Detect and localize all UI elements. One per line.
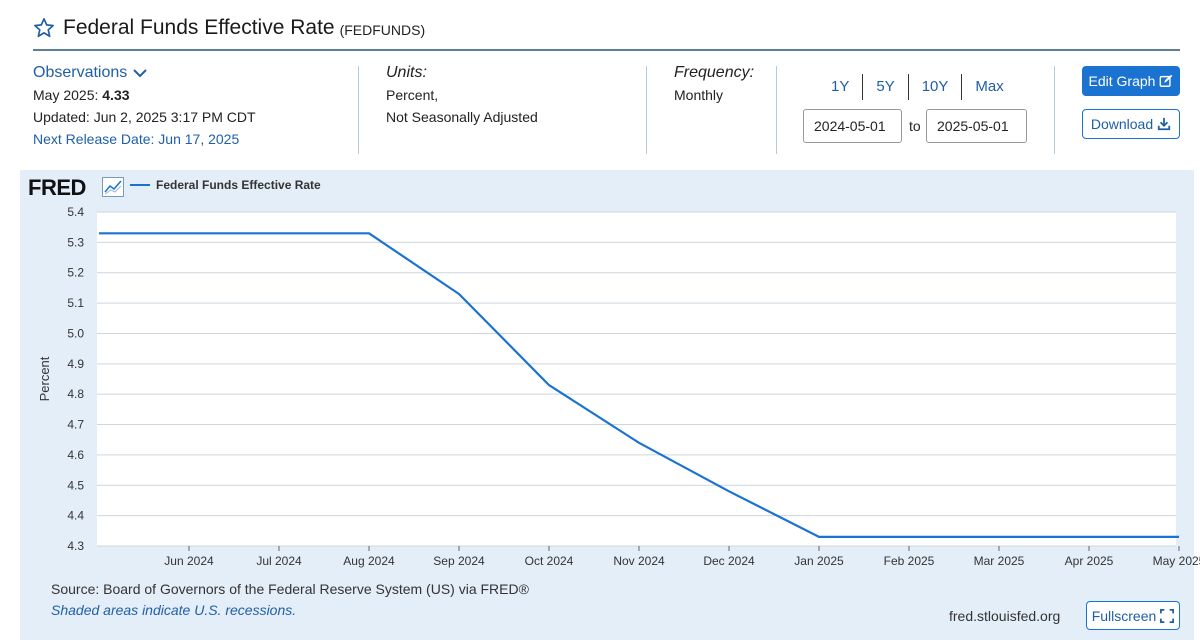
- title-divider: [33, 49, 1180, 51]
- divider: [776, 66, 777, 154]
- data-point[interactable]: [1083, 531, 1095, 543]
- to-label: to: [909, 118, 921, 134]
- edit-graph-label[interactable]: Edit Graph: [1088, 73, 1156, 89]
- x-tick-label: Aug 2024: [343, 554, 395, 568]
- y-tick-label: 4.5: [67, 478, 84, 492]
- legend-swatch: [130, 184, 150, 186]
- fullscreen-button[interactable]: Fullscreen: [1086, 601, 1180, 630]
- range-5y-button[interactable]: 5Y: [862, 74, 907, 100]
- end-date-input[interactable]: [926, 109, 1027, 143]
- observations-toggle[interactable]: Observations: [33, 62, 256, 84]
- next-release-link[interactable]: Next Release Date: Jun 17, 2025: [33, 131, 240, 147]
- observations-label[interactable]: Observations: [33, 64, 128, 81]
- legend-label: Federal Funds Effective Rate: [156, 178, 321, 192]
- download-icon[interactable]: [1157, 117, 1171, 131]
- updated-text: Updated: Jun 2, 2025 3:17 PM CDT: [33, 109, 256, 125]
- data-point[interactable]: [723, 485, 735, 497]
- x-tick-label: Apr 2025: [1065, 554, 1114, 568]
- data-point[interactable]: [813, 531, 825, 543]
- y-axis-label: Percent: [37, 356, 52, 401]
- x-tick-label: Jan 2025: [794, 554, 844, 568]
- data-point[interactable]: [633, 437, 645, 449]
- data-point[interactable]: [93, 227, 105, 239]
- page-title: Federal Funds Effective Rate: [63, 16, 335, 39]
- y-tick-label: 4.7: [67, 418, 84, 432]
- range-10y-button[interactable]: 10Y: [907, 74, 962, 100]
- x-tick-label: Oct 2024: [525, 554, 574, 568]
- range-max-button[interactable]: Max: [961, 74, 1016, 100]
- star-outline-icon[interactable]: [33, 17, 55, 39]
- y-tick-label: 4.6: [67, 448, 84, 462]
- y-tick-label: 5.3: [67, 235, 84, 249]
- frequency-value: Monthly: [674, 87, 724, 103]
- x-tick-label: Feb 2025: [884, 554, 935, 568]
- series-id: (FEDFUNDS): [339, 22, 426, 38]
- site-url: fred.stlouisfed.org: [949, 608, 1061, 624]
- range-1y-button[interactable]: 1Y: [831, 78, 850, 95]
- observations-panel: Observations May 2025: 4.33 Updated: Jun…: [33, 62, 256, 150]
- frequency-label: Frequency:: [674, 64, 755, 81]
- x-tick-label: Jun 2024: [164, 554, 214, 568]
- fullscreen-label[interactable]: Fullscreen: [1091, 607, 1157, 624]
- chart-line-icon: [102, 177, 124, 197]
- x-tick-label: Nov 2024: [613, 554, 665, 568]
- series-line[interactable]: [99, 232, 1179, 539]
- latest-observation: May 2025: 4.33: [33, 84, 256, 106]
- data-point[interactable]: [903, 531, 915, 543]
- data-point[interactable]: [453, 288, 465, 300]
- units-line2: Not Seasonally Adjusted: [386, 109, 538, 125]
- units-label: Units:: [386, 64, 427, 81]
- divider: [358, 66, 359, 154]
- plot-area: [97, 212, 1176, 546]
- y-tick-label: 4.3: [67, 539, 84, 553]
- units-panel: Units: Percent, Not Seasonally Adjusted: [386, 62, 538, 128]
- chevron-down-icon[interactable]: [133, 68, 147, 78]
- frequency-panel: Frequency: Monthly: [674, 62, 754, 106]
- x-tick-label: May 2025: [1153, 554, 1200, 568]
- y-tick-label: 5.2: [67, 266, 84, 280]
- fullscreen-icon[interactable]: [1160, 608, 1175, 623]
- divider: [646, 66, 647, 154]
- data-point[interactable]: [183, 227, 195, 239]
- divider: [1054, 66, 1055, 154]
- range-buttons: 1Y 5Y 10Y Max: [818, 74, 1017, 100]
- data-point[interactable]: [363, 227, 375, 239]
- chart-legend: Federal Funds Effective Rate: [130, 178, 321, 192]
- y-tick-label: 4.9: [67, 357, 84, 371]
- title-row: Federal Funds Effective Rate (FEDFUNDS): [33, 14, 425, 42]
- y-tick-label: 4.8: [67, 387, 84, 401]
- units-line1: Percent,: [386, 87, 439, 103]
- data-point[interactable]: [993, 531, 1005, 543]
- download-button[interactable]: Download: [1082, 109, 1180, 139]
- x-tick-label: Sep 2024: [433, 554, 485, 568]
- x-tick-label: Mar 2025: [974, 554, 1025, 568]
- download-label[interactable]: Download: [1090, 116, 1154, 132]
- edit-icon[interactable]: [1159, 74, 1173, 88]
- latest-value: 4.33: [102, 87, 130, 103]
- y-tick-label: 4.4: [67, 509, 84, 523]
- data-point[interactable]: [273, 227, 285, 239]
- source-text: Source: Board of Governors of the Federa…: [51, 581, 529, 597]
- y-tick-label: 5.1: [67, 296, 84, 310]
- start-date-input[interactable]: [803, 109, 902, 143]
- data-point[interactable]: [1173, 531, 1185, 543]
- edit-graph-button[interactable]: Edit Graph: [1082, 66, 1180, 96]
- fred-logo: FRED: [28, 175, 86, 200]
- x-tick-label: Jul 2024: [256, 554, 302, 568]
- latest-label: May 2025:: [33, 87, 99, 103]
- y-tick-label: 5.4: [67, 205, 84, 219]
- recession-note: Shaded areas indicate U.S. recessions.: [51, 602, 297, 618]
- y-tick-label: 5.0: [67, 326, 84, 340]
- x-tick-label: Dec 2024: [703, 554, 755, 568]
- data-point[interactable]: [543, 379, 555, 391]
